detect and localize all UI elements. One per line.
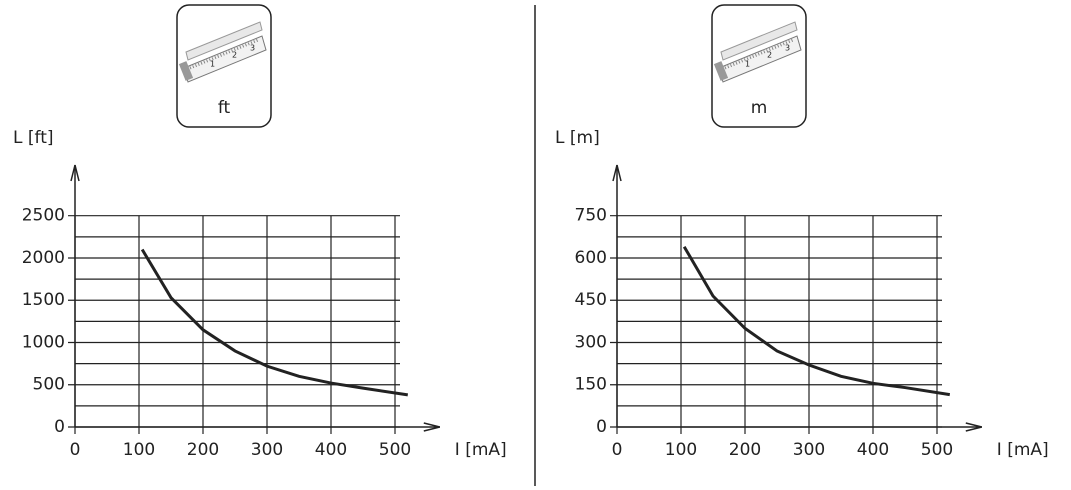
x-tick-label: 300 xyxy=(251,440,283,460)
y-tick-label: 1500 xyxy=(22,290,65,310)
y-tick-label: 450 xyxy=(575,290,607,310)
y-tick-label: 0 xyxy=(54,417,65,437)
x-tick-label: 0 xyxy=(612,440,623,460)
y-tick-label: 300 xyxy=(575,332,607,352)
x-tick-label: 500 xyxy=(921,440,953,460)
y-tick-label: 2000 xyxy=(22,248,65,268)
x-tick-label: 100 xyxy=(123,440,155,460)
x-tick-label: 200 xyxy=(729,440,761,460)
y-arrow xyxy=(612,164,622,182)
y-tick-label: 0 xyxy=(596,417,607,437)
unit-label: ft xyxy=(218,98,231,118)
y-axis-label: L [ft] xyxy=(13,128,54,148)
x-tick-label: 500 xyxy=(379,440,411,460)
y-tick-label: 2500 xyxy=(22,206,65,226)
y-tick-label: 750 xyxy=(575,206,607,226)
data-line xyxy=(682,245,951,397)
unit-label: m xyxy=(751,98,768,118)
x-axis-label: I [mA] xyxy=(997,440,1049,460)
x-tick-label: 400 xyxy=(857,440,889,460)
x-axis-label: I [mA] xyxy=(455,440,507,460)
x-arrow xyxy=(423,422,440,432)
tape-image xyxy=(177,18,270,84)
x-tick-label: 100 xyxy=(665,440,697,460)
data-line xyxy=(140,248,409,397)
y-tick-label: 500 xyxy=(33,375,65,395)
y-arrow xyxy=(70,164,80,182)
y-tick-label: 1000 xyxy=(22,332,65,352)
x-arrow xyxy=(965,422,982,432)
y-tick-label: 150 xyxy=(575,375,607,395)
tape-image xyxy=(712,18,805,84)
unit-icon: ft xyxy=(176,4,272,128)
x-tick-label: 300 xyxy=(793,440,825,460)
x-tick-label: 200 xyxy=(187,440,219,460)
y-axis-label: L [m] xyxy=(555,128,600,148)
unit-icon: m xyxy=(711,4,807,128)
x-tick-label: 0 xyxy=(70,440,81,460)
y-tick-label: 600 xyxy=(575,248,607,268)
x-tick-label: 400 xyxy=(315,440,347,460)
